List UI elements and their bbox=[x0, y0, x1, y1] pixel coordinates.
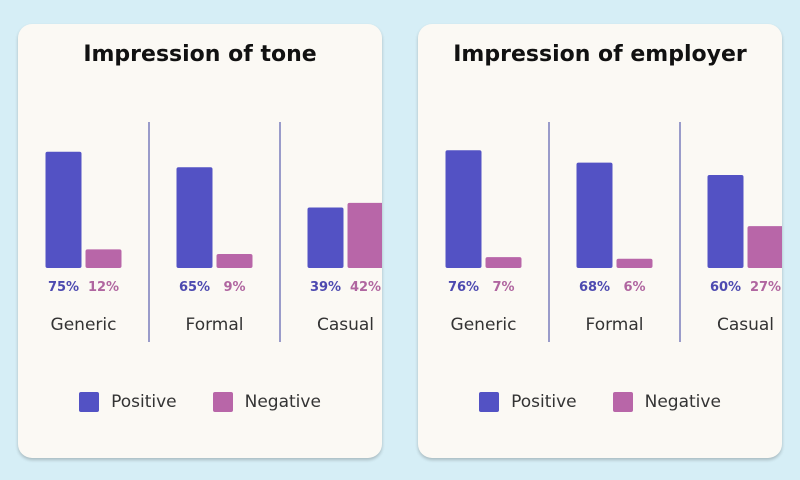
legend-label-negative: Negative bbox=[644, 392, 721, 412]
bar-negative-formal bbox=[216, 254, 253, 268]
bar-positive-formal bbox=[176, 167, 213, 268]
bar-positive-generic bbox=[445, 150, 482, 268]
category-label: Generic bbox=[451, 315, 517, 335]
legend-swatch-positive bbox=[479, 392, 500, 412]
data-label-positive: 65% bbox=[179, 280, 210, 295]
category-label: Casual bbox=[717, 315, 774, 335]
category-label: Formal bbox=[586, 315, 644, 335]
category-label: Generic bbox=[51, 315, 117, 335]
data-label-negative: 42% bbox=[350, 280, 381, 295]
data-label-negative: 7% bbox=[492, 280, 514, 295]
legend-item-positive: Positive bbox=[79, 392, 177, 412]
legend-item-negative: Negative bbox=[612, 392, 721, 412]
data-label-negative: 12% bbox=[88, 280, 119, 295]
bar-negative-casual bbox=[747, 226, 782, 268]
legend-swatch-negative bbox=[612, 392, 633, 412]
bar-positive-casual bbox=[707, 175, 744, 268]
legend-swatch-negative bbox=[212, 392, 233, 412]
legend-item-negative: Negative bbox=[212, 392, 321, 412]
bar-negative-formal bbox=[616, 258, 653, 268]
legend-label-positive: Positive bbox=[511, 392, 577, 412]
chart-legend: Positive Negative bbox=[418, 392, 782, 412]
legend-item-positive: Positive bbox=[479, 392, 577, 412]
category-label: Formal bbox=[186, 315, 244, 335]
employer-bar-chart: 76% 7% Generic 68% 6% Formal 60% 27% Casual bbox=[445, 122, 782, 342]
bar-positive-formal bbox=[576, 162, 613, 268]
data-label-negative: 9% bbox=[223, 280, 245, 295]
data-label-positive: 39% bbox=[310, 280, 341, 295]
tone-bar-chart: 75% 12% Generic 65% 9% Formal 39% 42% Casual bbox=[45, 122, 382, 342]
legend-swatch-positive bbox=[79, 392, 100, 412]
chart-title: Impression of tone bbox=[83, 42, 317, 67]
category-label: Casual bbox=[317, 315, 374, 335]
bar-negative-generic bbox=[485, 257, 522, 268]
data-label-negative: 27% bbox=[750, 280, 781, 295]
data-label-positive: 75% bbox=[48, 280, 79, 295]
legend-label-negative: Negative bbox=[244, 392, 321, 412]
legend-label-positive: Positive bbox=[111, 392, 177, 412]
bar-positive-generic bbox=[45, 151, 82, 268]
data-label-negative: 6% bbox=[623, 280, 645, 295]
data-label-positive: 60% bbox=[710, 280, 741, 295]
bar-positive-casual bbox=[307, 207, 344, 268]
data-label-positive: 68% bbox=[579, 280, 610, 295]
chart-title: Impression of employer bbox=[453, 42, 747, 67]
employer-chart-card: Impression of employer 76% 7% Generic 68% 6%… bbox=[418, 24, 782, 458]
bar-negative-casual bbox=[347, 202, 382, 268]
bar-negative-generic bbox=[85, 249, 122, 268]
tone-chart-card: Impression of tone 75% 12% Generic 65% 9% For… bbox=[18, 24, 382, 458]
data-label-positive: 76% bbox=[448, 280, 479, 295]
chart-legend: Positive Negative bbox=[18, 392, 382, 412]
